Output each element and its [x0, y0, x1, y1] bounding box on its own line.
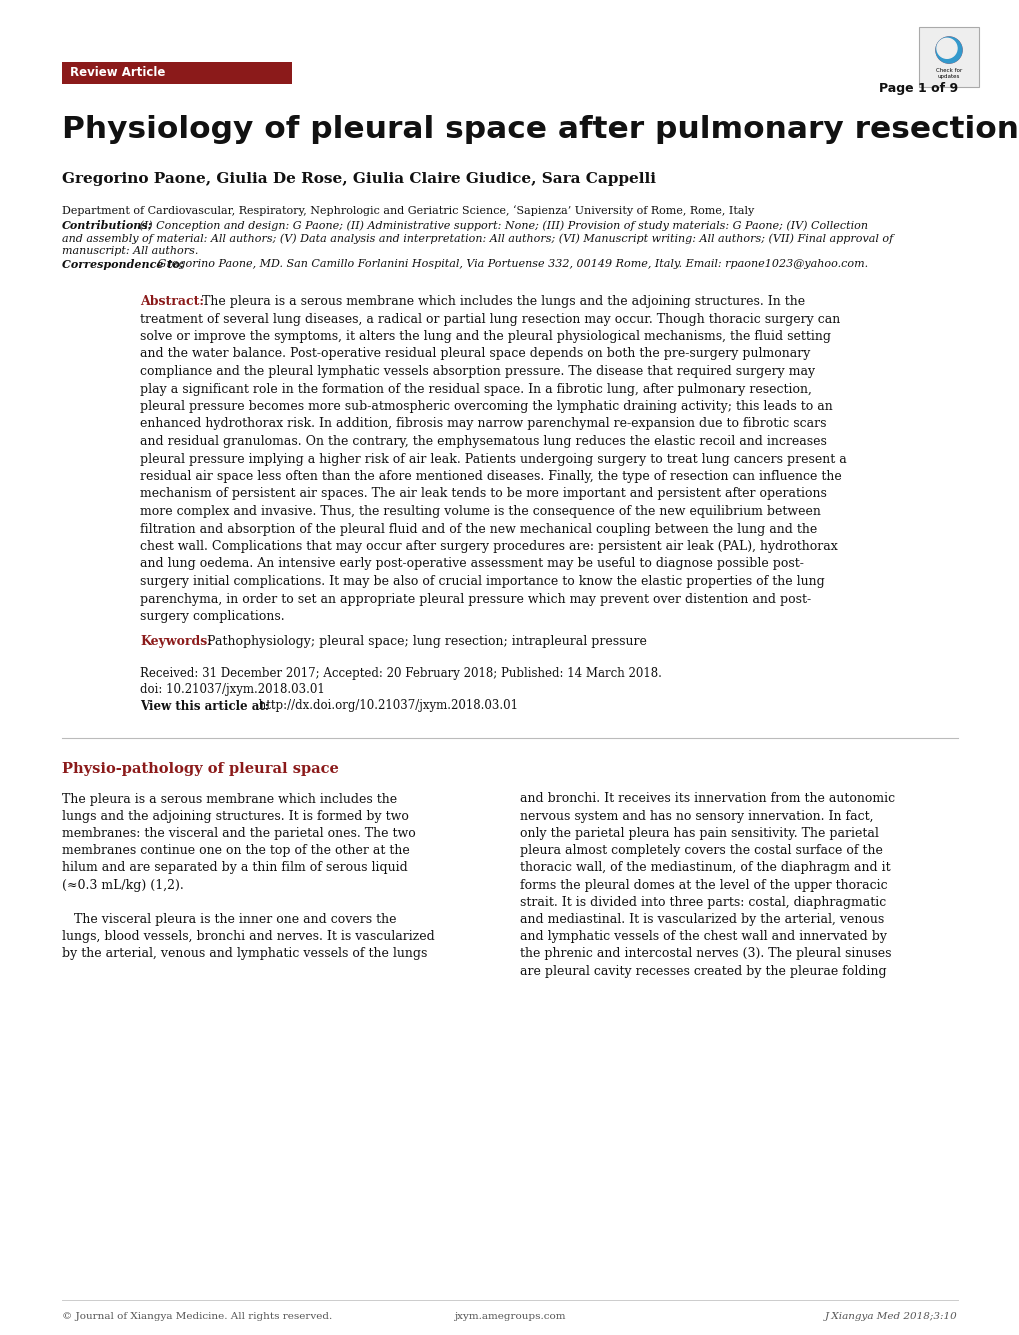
Text: enhanced hydrothorax risk. In addition, fibrosis may narrow parenchymal re-expan: enhanced hydrothorax risk. In addition, …	[140, 418, 825, 430]
Text: mechanism of persistent air spaces. The air leak tends to be more important and : mechanism of persistent air spaces. The …	[140, 487, 826, 501]
Text: Review Article: Review Article	[70, 67, 165, 80]
Text: surgery complications.: surgery complications.	[140, 610, 284, 623]
Text: doi: 10.21037/jxym.2018.03.01: doi: 10.21037/jxym.2018.03.01	[140, 684, 324, 697]
Text: parenchyma, in order to set an appropriate pleural pressure which may prevent ov: parenchyma, in order to set an appropria…	[140, 593, 810, 606]
Text: pleural pressure implying a higher risk of air leak. Patients undergoing surgery: pleural pressure implying a higher risk …	[140, 453, 846, 466]
Text: Contributions:: Contributions:	[62, 220, 153, 231]
Text: and bronchi. It receives its innervation from the autonomic: and bronchi. It receives its innervation…	[520, 793, 895, 805]
Text: Gregorino Paone, MD. San Camillo Forlanini Hospital, Via Portuense 332, 00149 Ro: Gregorino Paone, MD. San Camillo Forlani…	[154, 259, 867, 268]
Text: The pleura is a serous membrane which includes the lungs and the adjoining struc: The pleura is a serous membrane which in…	[202, 295, 804, 308]
Text: thoracic wall, of the mediastinum, of the diaphragm and it: thoracic wall, of the mediastinum, of th…	[520, 861, 890, 874]
Text: hilum and are separated by a thin film of serous liquid: hilum and are separated by a thin film o…	[62, 861, 408, 874]
Text: strait. It is divided into three parts: costal, diaphragmatic: strait. It is divided into three parts: …	[520, 896, 886, 909]
Text: forms the pleural domes at the level of the upper thoracic: forms the pleural domes at the level of …	[520, 878, 887, 892]
Text: and residual granulomas. On the contrary, the emphysematous lung reduces the ela: and residual granulomas. On the contrary…	[140, 435, 826, 449]
Text: © Journal of Xiangya Medicine. All rights reserved.: © Journal of Xiangya Medicine. All right…	[62, 1312, 332, 1322]
Text: pleura almost completely covers the costal surface of the: pleura almost completely covers the cost…	[520, 844, 882, 857]
Text: http://dx.doi.org/10.21037/jxym.2018.03.01: http://dx.doi.org/10.21037/jxym.2018.03.…	[255, 700, 518, 713]
Text: more complex and invasive. Thus, the resulting volume is the consequence of the : more complex and invasive. Thus, the res…	[140, 505, 820, 518]
Text: the phrenic and intercostal nerves (3). The pleural sinuses: the phrenic and intercostal nerves (3). …	[520, 948, 891, 960]
Text: residual air space less often than the afore mentioned diseases. Finally, the ty: residual air space less often than the a…	[140, 470, 841, 483]
Text: Abstract:: Abstract:	[140, 295, 204, 308]
Text: Pathophysiology; pleural space; lung resection; intrapleural pressure: Pathophysiology; pleural space; lung res…	[203, 635, 646, 649]
Text: membranes: the visceral and the parietal ones. The two: membranes: the visceral and the parietal…	[62, 826, 416, 840]
Circle shape	[936, 39, 956, 59]
Text: Received: 31 December 2017; Accepted: 20 February 2018; Published: 14 March 2018: Received: 31 December 2017; Accepted: 20…	[140, 668, 661, 681]
Text: Page 1 of 9: Page 1 of 9	[878, 81, 957, 95]
Text: filtration and absorption of the pleural fluid and of the new mechanical couplin: filtration and absorption of the pleural…	[140, 522, 816, 535]
Text: lungs, blood vessels, bronchi and nerves. It is vascularized: lungs, blood vessels, bronchi and nerves…	[62, 930, 434, 943]
Text: (≈0.3 mL/kg) (1,2).: (≈0.3 mL/kg) (1,2).	[62, 878, 183, 892]
Text: play a significant role in the formation of the residual space. In a fibrotic lu: play a significant role in the formation…	[140, 383, 811, 395]
Text: manuscript: All authors.: manuscript: All authors.	[62, 246, 198, 256]
Text: and lymphatic vessels of the chest wall and innervated by: and lymphatic vessels of the chest wall …	[520, 930, 887, 943]
Text: Check for
updates: Check for updates	[935, 68, 961, 79]
Text: chest wall. Complications that may occur after surgery procedures are: persisten: chest wall. Complications that may occur…	[140, 539, 837, 553]
Text: membranes continue one on the top of the other at the: membranes continue one on the top of the…	[62, 844, 410, 857]
Text: jxym.amegroups.com: jxym.amegroups.com	[453, 1312, 566, 1322]
FancyBboxPatch shape	[62, 61, 291, 84]
Text: are pleural cavity recesses created by the pleurae folding: are pleural cavity recesses created by t…	[520, 964, 886, 977]
Text: and the water balance. Post-operative residual pleural space depends on both the: and the water balance. Post-operative re…	[140, 347, 809, 360]
Text: only the parietal pleura has pain sensitivity. The parietal: only the parietal pleura has pain sensit…	[520, 826, 878, 840]
Text: and mediastinal. It is vascularized by the arterial, venous: and mediastinal. It is vascularized by t…	[520, 913, 883, 926]
Text: Physiology of pleural space after pulmonary resection: Physiology of pleural space after pulmon…	[62, 115, 1018, 144]
Circle shape	[935, 37, 961, 63]
Text: surgery initial complications. It may be also of crucial importance to know the : surgery initial complications. It may be…	[140, 575, 824, 587]
Text: solve or improve the symptoms, it alters the lung and the pleural physiological : solve or improve the symptoms, it alters…	[140, 330, 830, 343]
Text: by the arterial, venous and lymphatic vessels of the lungs: by the arterial, venous and lymphatic ve…	[62, 948, 427, 960]
Text: Gregorino Paone, Giulia De Rose, Giulia Claire Giudice, Sara Cappelli: Gregorino Paone, Giulia De Rose, Giulia …	[62, 172, 655, 186]
Text: nervous system and has no sensory innervation. In fact,: nervous system and has no sensory innerv…	[520, 810, 872, 822]
Text: Keywords:: Keywords:	[140, 635, 212, 649]
Circle shape	[935, 37, 961, 63]
Text: treatment of several lung diseases, a radical or partial lung resection may occu: treatment of several lung diseases, a ra…	[140, 312, 840, 326]
Text: Physio-pathology of pleural space: Physio-pathology of pleural space	[62, 762, 338, 777]
Text: lungs and the adjoining structures. It is formed by two: lungs and the adjoining structures. It i…	[62, 810, 409, 822]
Text: and lung oedema. An intensive early post-operative assessment may be useful to d: and lung oedema. An intensive early post…	[140, 558, 803, 570]
Text: Correspondence to:: Correspondence to:	[62, 259, 183, 270]
Text: View this article at:: View this article at:	[140, 700, 269, 713]
Text: (I) Conception and design: G Paone; (II) Administrative support: None; (III) Pro: (I) Conception and design: G Paone; (II)…	[136, 220, 867, 231]
Text: The visceral pleura is the inner one and covers the: The visceral pleura is the inner one and…	[62, 913, 396, 926]
Text: and assembly of material: All authors; (V) Data analysis and interpretation: All: and assembly of material: All authors; (…	[62, 234, 893, 243]
Text: J Xiangya Med 2018;3:10: J Xiangya Med 2018;3:10	[824, 1312, 957, 1322]
Text: pleural pressure becomes more sub-atmospheric overcoming the lymphatic draining : pleural pressure becomes more sub-atmosp…	[140, 400, 832, 413]
Text: The pleura is a serous membrane which includes the: The pleura is a serous membrane which in…	[62, 793, 396, 805]
FancyBboxPatch shape	[918, 27, 978, 87]
Text: compliance and the pleural lymphatic vessels absorption pressure. The disease th: compliance and the pleural lymphatic ves…	[140, 364, 814, 378]
Text: Department of Cardiovascular, Respiratory, Nephrologic and Geriatric Science, ‘S: Department of Cardiovascular, Respirator…	[62, 206, 753, 216]
